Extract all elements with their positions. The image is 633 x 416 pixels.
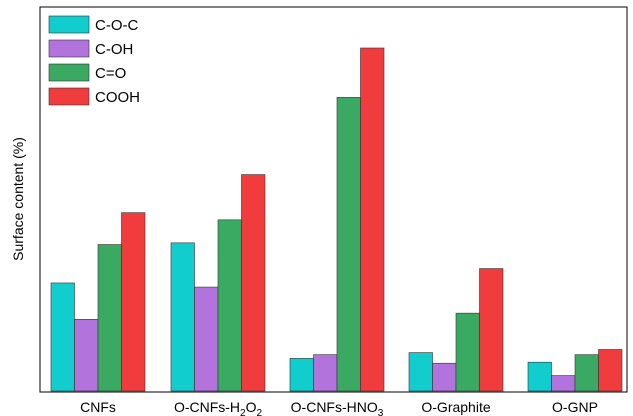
legend-swatch-cooh xyxy=(48,87,90,106)
bar-c-o-c-2 xyxy=(289,358,314,392)
bar-c-o-c-1 xyxy=(170,242,195,392)
bar-cooh-3 xyxy=(479,268,504,392)
legend-label: C=O xyxy=(95,65,126,82)
y-axis-label: Surface content (%) xyxy=(10,137,26,261)
bar-c-o-1 xyxy=(217,219,242,392)
legend: C-O-C C-OH C=O COOH xyxy=(48,15,140,106)
bar-c-o-c-4 xyxy=(527,361,552,392)
bar-cooh-4 xyxy=(598,349,623,392)
bar-c-o-c-0 xyxy=(50,282,75,392)
x-tick-label: O-GNP xyxy=(552,399,598,415)
x-tick-labels: CNFs O-CNFs-H2O2 O-CNFs-HNO3 O-Graphite O-GN… xyxy=(80,399,598,416)
bar-c-o-2 xyxy=(336,97,361,392)
bar-c-o-4 xyxy=(574,354,599,392)
legend-label: COOH xyxy=(95,89,140,106)
legend-swatch-c-oh xyxy=(48,39,90,58)
bars-layer xyxy=(50,47,623,392)
bar-c-oh-4 xyxy=(551,375,576,392)
x-tick-label: O-CNFs-H2O2 xyxy=(174,399,263,416)
legend-label: C-OH xyxy=(95,41,133,58)
bar-c-oh-3 xyxy=(432,362,457,392)
bar-c-oh-0 xyxy=(74,319,99,392)
bar-c-o-0 xyxy=(97,244,122,392)
bar-c-oh-1 xyxy=(194,286,219,392)
bar-cooh-0 xyxy=(121,212,146,392)
x-tick-label: O-CNFs-HNO3 xyxy=(291,399,384,416)
legend-label: C-O-C xyxy=(95,17,138,34)
x-tick-label: O-Graphite xyxy=(421,399,490,415)
bar-c-oh-2 xyxy=(313,354,338,392)
bar-cooh-1 xyxy=(241,174,266,392)
bar-c-o-3 xyxy=(455,312,480,392)
x-tick-label: CNFs xyxy=(80,399,116,415)
legend-swatch-c-o-c xyxy=(48,15,90,34)
bar-c-o-c-3 xyxy=(408,352,433,392)
plot-frame xyxy=(39,6,628,393)
legend-swatch-c-o xyxy=(48,63,90,82)
bar-cooh-2 xyxy=(360,47,385,392)
